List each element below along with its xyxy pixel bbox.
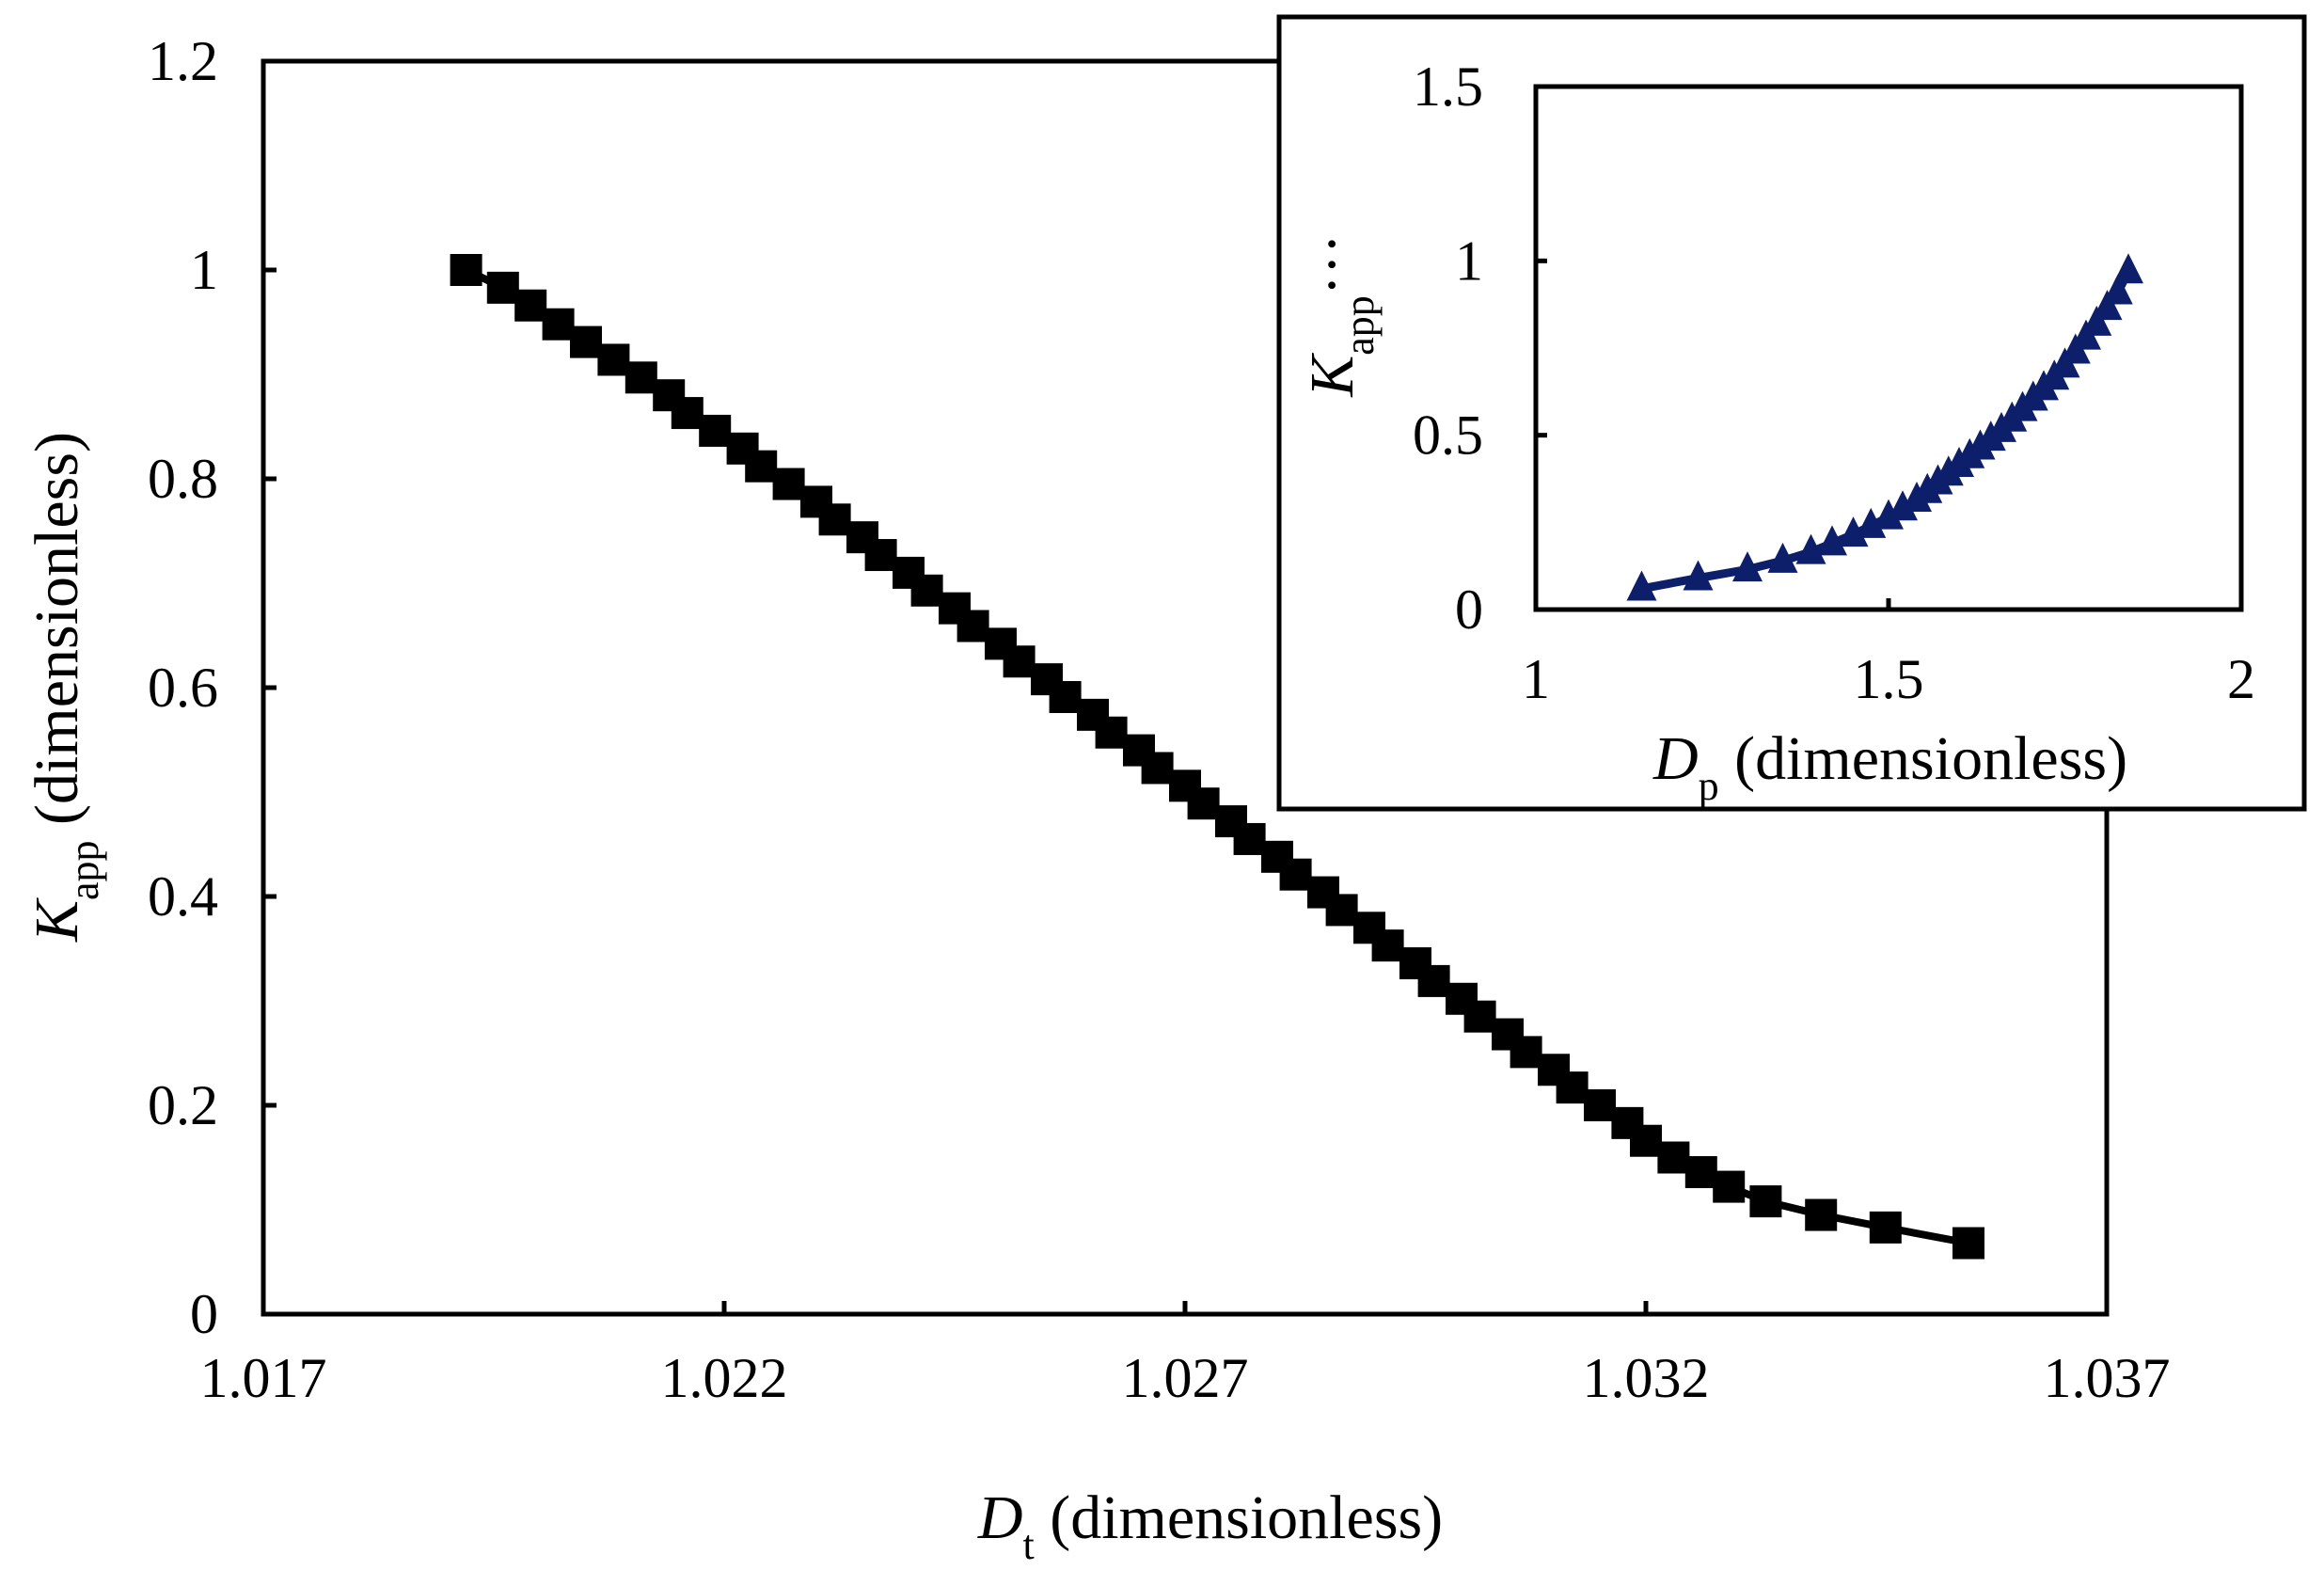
main-series: [450, 254, 1984, 1260]
main-x-tick-label: 1.017: [200, 1347, 327, 1409]
inset-data-point: [1626, 570, 1657, 601]
main-data-point: [818, 503, 851, 536]
main-chart: 1.017 1.022 1.027 1.032 1.037 0 0.2 0.4 0.6 0.8 1…: [23, 30, 2171, 1568]
inset-x-axis-text: (dimensionless): [1719, 724, 2127, 793]
inset-y-tick-label: 0: [1455, 579, 1483, 641]
main-x-axis-symbol: D: [977, 1483, 1023, 1552]
inset-data-point: [1795, 533, 1826, 564]
inset-y-tick-label: 1: [1455, 230, 1483, 292]
main-data-point: [1463, 1000, 1496, 1033]
inset-data-point: [2113, 253, 2143, 284]
main-data-point: [1325, 894, 1358, 927]
inset-data-point: [1838, 516, 1869, 547]
main-y-tick-label: 1: [190, 239, 218, 301]
main-data-point: [1684, 1156, 1717, 1189]
inset-x-tick-label: 2: [2227, 648, 2255, 710]
main-y-tick-marks: [263, 58, 277, 1317]
inset-data-point: [1732, 551, 1763, 582]
main-data-point: [1187, 787, 1220, 820]
main-data-point: [1049, 680, 1082, 713]
main-y-tick-label: 1.2: [148, 30, 218, 92]
main-data-point: [450, 254, 482, 286]
main-data-point: [1510, 1036, 1542, 1069]
inset-y-axis-subscript: app: [1336, 295, 1383, 356]
inset-data-point: [1888, 490, 1918, 521]
main-y-tick-labels: 0 0.2 0.4 0.6 0.8 1 1.2: [148, 30, 218, 1345]
main-data-point: [1805, 1198, 1838, 1231]
inset-y-tick-labels: 0 0.5 1 1.5: [1413, 56, 1483, 641]
main-data-point: [699, 414, 732, 447]
main-data-point: [1141, 752, 1174, 785]
main-data-point: [1556, 1071, 1589, 1104]
main-x-axis-text: (dimensionless): [1035, 1483, 1443, 1552]
inset-data-point: [1817, 525, 1847, 556]
inset-x-axis-subscript: p: [1699, 763, 1719, 809]
main-x-axis-subscript: t: [1022, 1522, 1034, 1568]
inset-x-tick-label: 1.5: [1854, 648, 1924, 710]
inset-y-tick-label: 0.5: [1413, 404, 1483, 467]
main-x-tick-label: 1.022: [661, 1347, 788, 1409]
inset-data-point: [2081, 305, 2112, 336]
main-y-axis-title: Kapp (dimensionless): [23, 432, 107, 943]
main-data-point: [1095, 716, 1128, 749]
inset-data-point: [1856, 507, 1887, 538]
inset-y-axis-title: Kapp···: [1298, 233, 1383, 398]
main-data-point: [1630, 1124, 1662, 1157]
main-data-point: [570, 325, 602, 358]
main-data-point: [486, 271, 519, 304]
main-data-point: [597, 343, 630, 376]
inset-data-point: [1873, 499, 1904, 530]
main-x-tick-label: 1.032: [1583, 1347, 1710, 1409]
inset-y-tick-label: 1.5: [1413, 56, 1483, 118]
inset-x-axis-title: Dp (dimensionless): [1652, 724, 2127, 809]
main-y-tick-label: 0.4: [148, 865, 218, 928]
main-x-tick-label: 1.027: [1122, 1347, 1249, 1409]
inset-data-point: [2102, 274, 2133, 305]
main-data-point: [624, 361, 657, 394]
main-data-point: [1952, 1227, 1984, 1260]
inset-y-tick-marks: [1536, 84, 1547, 612]
inset-series: [1626, 253, 2143, 601]
inset-box: [1276, 14, 2307, 812]
inset-x-axis-symbol: D: [1652, 724, 1699, 793]
main-data-point: [542, 308, 575, 341]
main-data-point: [1869, 1211, 1902, 1244]
main-y-tick-label: 0.2: [148, 1074, 218, 1136]
main-y-axis-symbol: K: [23, 897, 91, 943]
main-data-point: [956, 610, 989, 642]
main-data-point: [671, 397, 704, 430]
main-data-point: [1749, 1185, 1782, 1218]
main-data-point: [1371, 929, 1404, 962]
main-data-point: [772, 468, 805, 500]
inset-data-point: [2092, 290, 2123, 321]
main-x-tick-label: 1.037: [2044, 1347, 2171, 1409]
inset-data-point: [1767, 542, 1798, 573]
main-data-point: [1279, 858, 1312, 891]
main-x-tick-labels: 1.017 1.022 1.027 1.032 1.037: [200, 1347, 2171, 1409]
main-data-point: [1003, 645, 1036, 678]
main-data-point: [1233, 822, 1266, 855]
main-data-point: [1417, 964, 1450, 997]
main-data-point: [745, 450, 778, 483]
main-x-axis-title: Dt (dimensionless): [977, 1483, 1443, 1568]
inset-chart: 1 1.5 2 00.511.5 Dp (dimensionless) Kapp··…: [1276, 14, 2307, 812]
main-data-point: [514, 289, 547, 322]
main-data-point: [1584, 1089, 1616, 1121]
main-y-tick-label: 0.8: [148, 448, 218, 510]
main-y-tick-label: 0: [190, 1283, 218, 1345]
main-data-point: [1657, 1141, 1690, 1174]
inset-data-point: [1683, 560, 1714, 591]
main-data-point: [910, 574, 943, 607]
inset-x-tick-label: 1: [1522, 648, 1550, 710]
main-data-point: [1713, 1170, 1746, 1203]
main-y-axis-text: (dimensionless): [23, 432, 91, 840]
main-y-tick-label: 0.6: [148, 657, 218, 719]
inset-x-tick-labels: 1 1.5 2: [1522, 648, 2255, 710]
main-y-axis-subscript: app: [61, 840, 107, 900]
inset-y-axis-text: ···: [1298, 233, 1367, 295]
inset-y-axis-symbol: K: [1298, 353, 1367, 398]
main-data-point: [864, 539, 897, 572]
